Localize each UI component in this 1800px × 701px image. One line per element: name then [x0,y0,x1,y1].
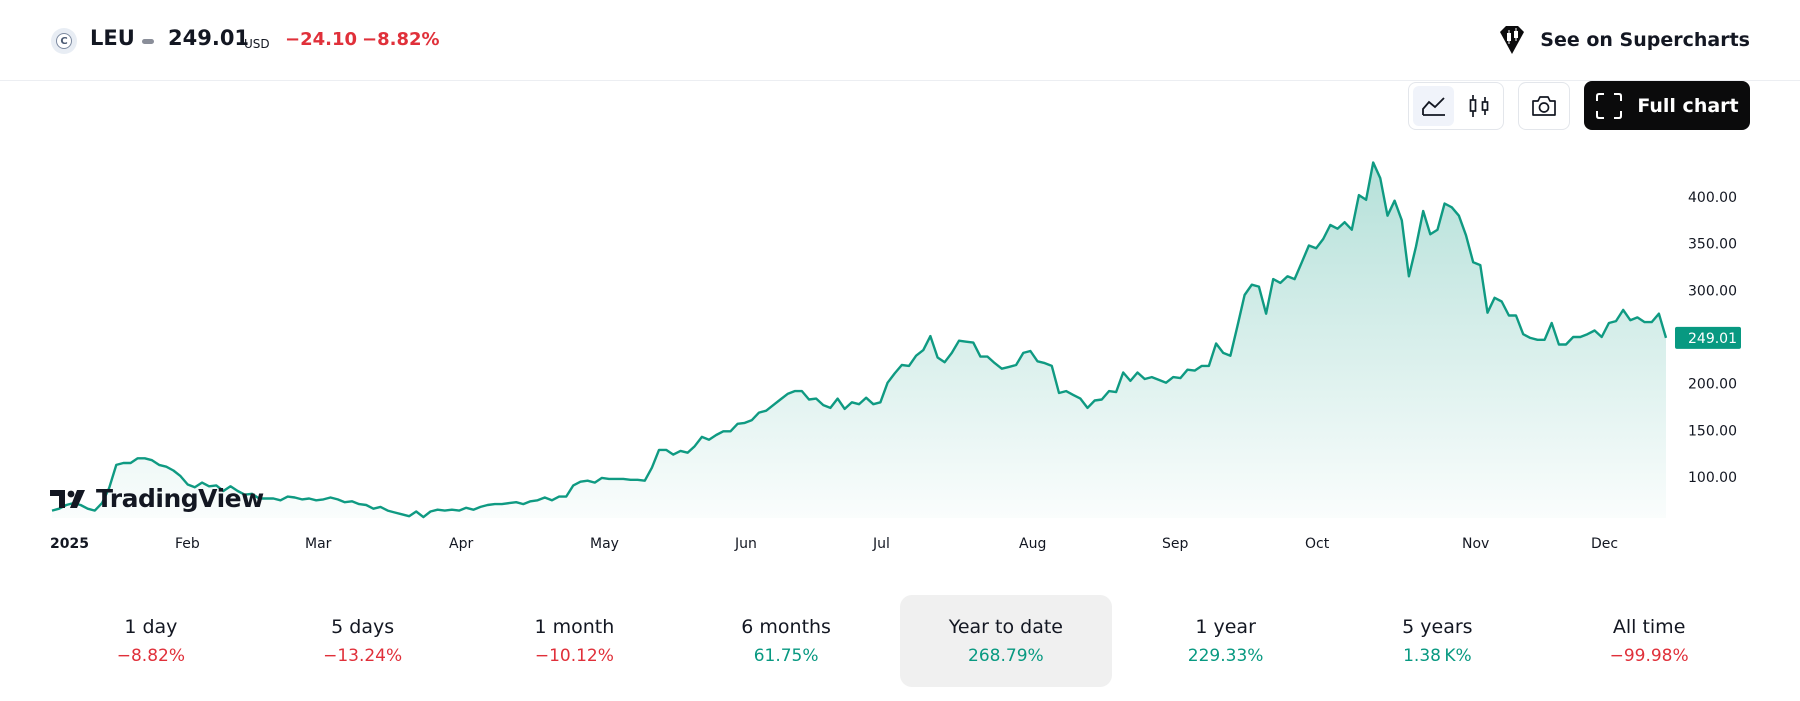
period-5-years[interactable]: 5 years 1.38 K% [1332,595,1544,687]
period-change: 268.79% [968,646,1044,666]
currency-label: USD [244,37,270,51]
price-axis-tick: 350.00 [1688,237,1737,253]
period-label: 5 years [1402,616,1473,638]
time-axis-tick: Mar [305,536,332,552]
see-on-supercharts-link[interactable]: See on Supercharts [1496,22,1750,58]
time-axis-tick: Jun [734,536,757,552]
time-axis-tick: Oct [1305,536,1330,552]
tradingview-watermark: TradingView [50,484,264,513]
period-1-day[interactable]: 1 day −8.82% [45,595,257,687]
price-axis-tick: 100.00 [1688,470,1737,486]
ticker-symbol: LEU [90,26,135,50]
camera-icon [1532,96,1556,116]
last-price: 249.01 [168,26,250,50]
price-line [51,161,1668,519]
time-axis-tick: Sep [1162,536,1189,552]
last-price-tag-label: 249.01 [1688,331,1737,347]
supercharts-label: See on Supercharts [1540,29,1750,51]
price-change: −24.10 [285,29,358,50]
period-change: 229.33% [1187,646,1264,666]
market-status-dot [142,39,154,44]
period-change: −10.12% [534,646,614,666]
chart-style-group [1408,82,1504,130]
candles-chart-button[interactable] [1458,86,1499,126]
period-label: 1 month [534,616,615,638]
time-axis-tick: Nov [1462,536,1489,552]
period-change: 61.75% [753,646,819,666]
price-axis-tick: 300.00 [1688,283,1737,299]
symbol-logo-icon: C [51,28,77,54]
snapshot-button[interactable] [1518,82,1570,130]
period-label: 6 months [741,616,831,638]
period-change: −13.24% [323,646,403,666]
tradingview-logo-icon [50,489,85,508]
performance-periods: 1 day −8.82% 5 days −13.24% 1 month −10.… [45,595,1755,687]
time-axis-tick: Dec [1591,536,1618,552]
symbol-header: C LEU 249.01 USD −24.10 −8.82% See on Su… [0,0,1800,81]
full-chart-label: Full chart [1637,94,1739,117]
price-chart[interactable]: 400.00350.00300.00250.00200.00150.00100.… [0,130,1800,560]
price-axis: 400.00350.00300.00250.00200.00150.00100.… [1688,190,1737,486]
price-change-percent: −8.82% [362,29,440,50]
watermark-text: TradingView [96,484,264,513]
price-axis-tick: 150.00 [1688,423,1737,439]
expand-icon [1596,92,1623,119]
price-axis-tick: 200.00 [1688,377,1737,393]
time-axis-tick: Apr [449,536,473,552]
time-axis: 2025 Feb Mar Apr May Jun Jul Aug Sep Oct Nov Dec [50,536,1618,552]
supercharts-icon [1500,26,1525,54]
time-axis-tick: 2025 [50,536,89,552]
period-label: All time [1612,616,1686,638]
period-6-months[interactable]: 6 months 61.75% [680,595,892,687]
period-label: 1 day [124,616,178,638]
period-label: Year to date [948,616,1063,638]
period-year-to-date[interactable]: Year to date 268.79% [900,595,1112,687]
price-axis-tick: 400.00 [1688,190,1737,206]
period-label: 1 year [1195,616,1256,638]
line-chart-button[interactable] [1413,86,1454,126]
time-axis-tick: May [590,536,619,552]
time-axis-tick: Jul [872,536,890,552]
symbol-logo-letter: C [56,33,72,49]
line-chart-icon [1421,97,1445,116]
period-1-month[interactable]: 1 month −10.12% [469,595,681,687]
period-change: −8.82% [116,646,185,666]
candles-icon [1469,95,1488,117]
time-axis-tick: Aug [1019,536,1046,552]
full-chart-button[interactable]: Full chart [1584,81,1750,130]
last-price-tag: 249.01 [1675,326,1741,349]
period-change: −99.98% [1609,646,1689,666]
period-change: 1.38 K% [1403,646,1472,666]
period-label: 5 days [331,616,395,638]
period-all-time[interactable]: All time −99.98% [1543,595,1755,687]
price-area-fill [52,162,1666,518]
period-1-year[interactable]: 1 year 229.33% [1120,595,1332,687]
time-axis-tick: Feb [175,536,200,552]
period-5-days[interactable]: 5 days −13.24% [257,595,469,687]
